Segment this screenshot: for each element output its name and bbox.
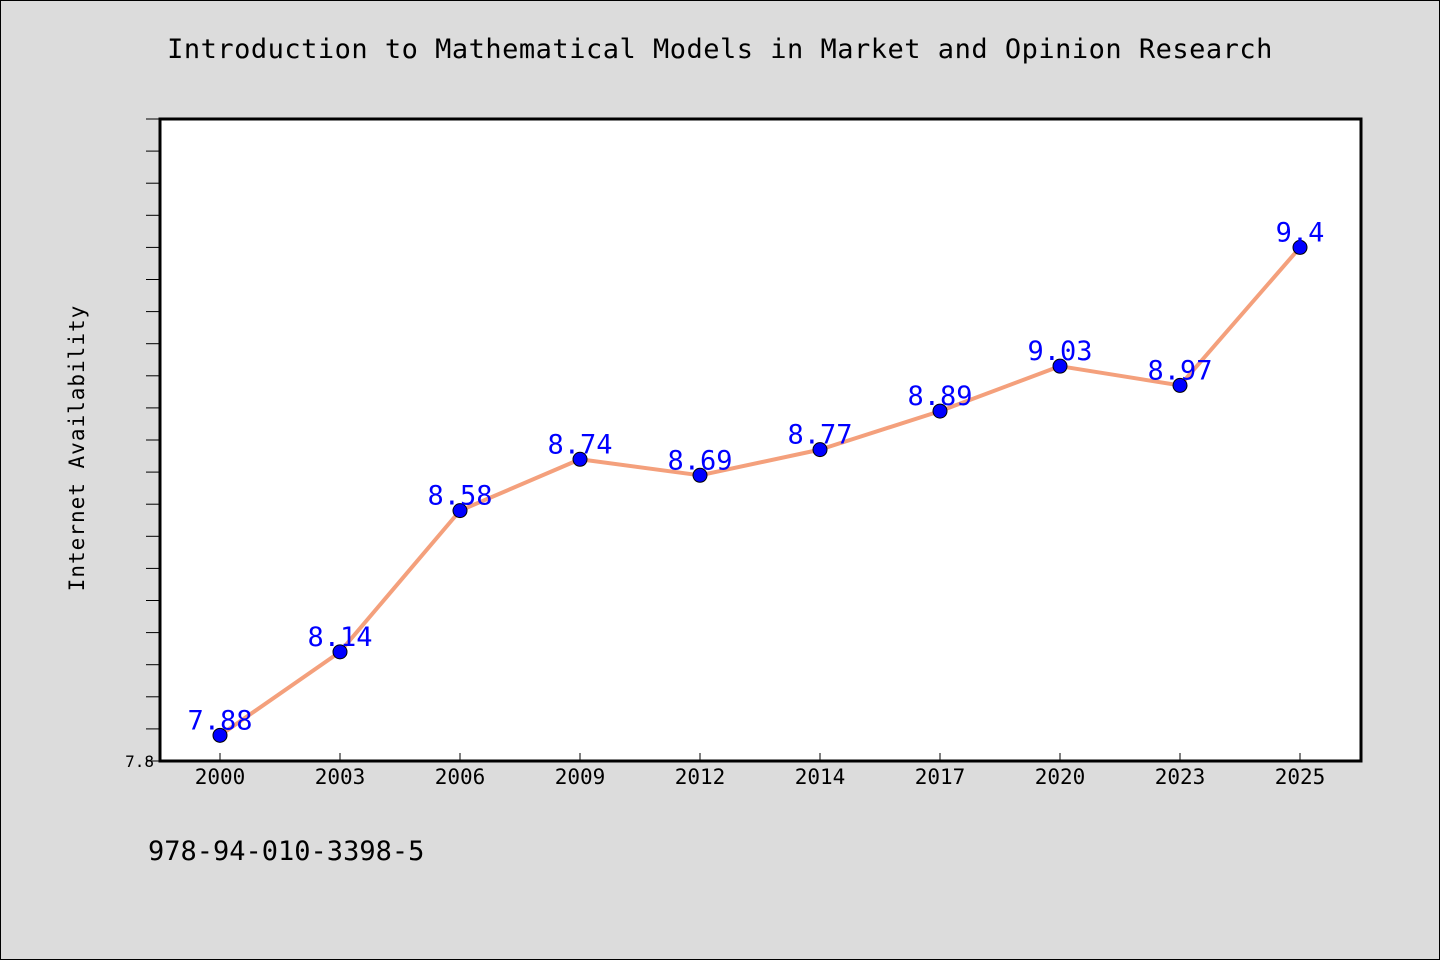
data-label: 8.97 xyxy=(1147,355,1212,386)
data-label: 8.14 xyxy=(307,622,372,653)
y-axis: 7.8 xyxy=(125,118,160,771)
data-label: 9.4 xyxy=(1276,217,1325,248)
data-label: 8.77 xyxy=(787,420,852,451)
data-labels: 7.88 8.14 8.58 8.74 8.69 8.77 8.89 9.03 8.97 9.4 xyxy=(187,217,1324,736)
x-tick-label: 2017 xyxy=(915,765,966,789)
x-tick-label: 2000 xyxy=(195,765,246,789)
chart-title: Introduction to Mathematical Models in M… xyxy=(167,34,1273,65)
data-point xyxy=(692,467,708,483)
data-point xyxy=(1172,377,1188,393)
data-point xyxy=(932,403,948,419)
x-tick-label: 2023 xyxy=(1155,765,1206,789)
x-tick-label: 2014 xyxy=(795,765,846,789)
data-point xyxy=(1052,358,1068,374)
x-tick-label: 2006 xyxy=(435,765,486,789)
data-label: 7.88 xyxy=(187,705,252,736)
data-point xyxy=(332,644,348,660)
data-point xyxy=(212,727,228,743)
y-axis-label: Internet Availability xyxy=(65,305,89,592)
isbn-text: 978-94-010-3398-5 xyxy=(148,836,425,867)
data-label: 8.89 xyxy=(907,381,972,412)
data-label: 8.58 xyxy=(427,481,492,512)
data-label: 8.74 xyxy=(547,429,612,460)
y-tick-label: 7.8 xyxy=(125,752,154,771)
x-axis: 2000 2003 2006 2009 2012 2014 2017 2020 2023 2025 xyxy=(195,753,1326,789)
plot-area xyxy=(158,117,1363,763)
data-label: 8.69 xyxy=(667,445,732,476)
data-point xyxy=(572,451,588,467)
series-line xyxy=(218,246,1302,737)
data-point xyxy=(452,503,468,519)
data-point xyxy=(812,442,828,458)
data-label: 9.03 xyxy=(1027,336,1092,367)
x-tick-label: 2012 xyxy=(675,765,726,789)
x-tick-label: 2003 xyxy=(315,765,366,789)
x-tick-label: 2020 xyxy=(1035,765,1086,789)
data-markers xyxy=(212,239,1308,743)
x-tick-label: 2025 xyxy=(1275,765,1326,789)
data-point xyxy=(1292,239,1308,255)
x-tick-label: 2009 xyxy=(555,765,606,789)
